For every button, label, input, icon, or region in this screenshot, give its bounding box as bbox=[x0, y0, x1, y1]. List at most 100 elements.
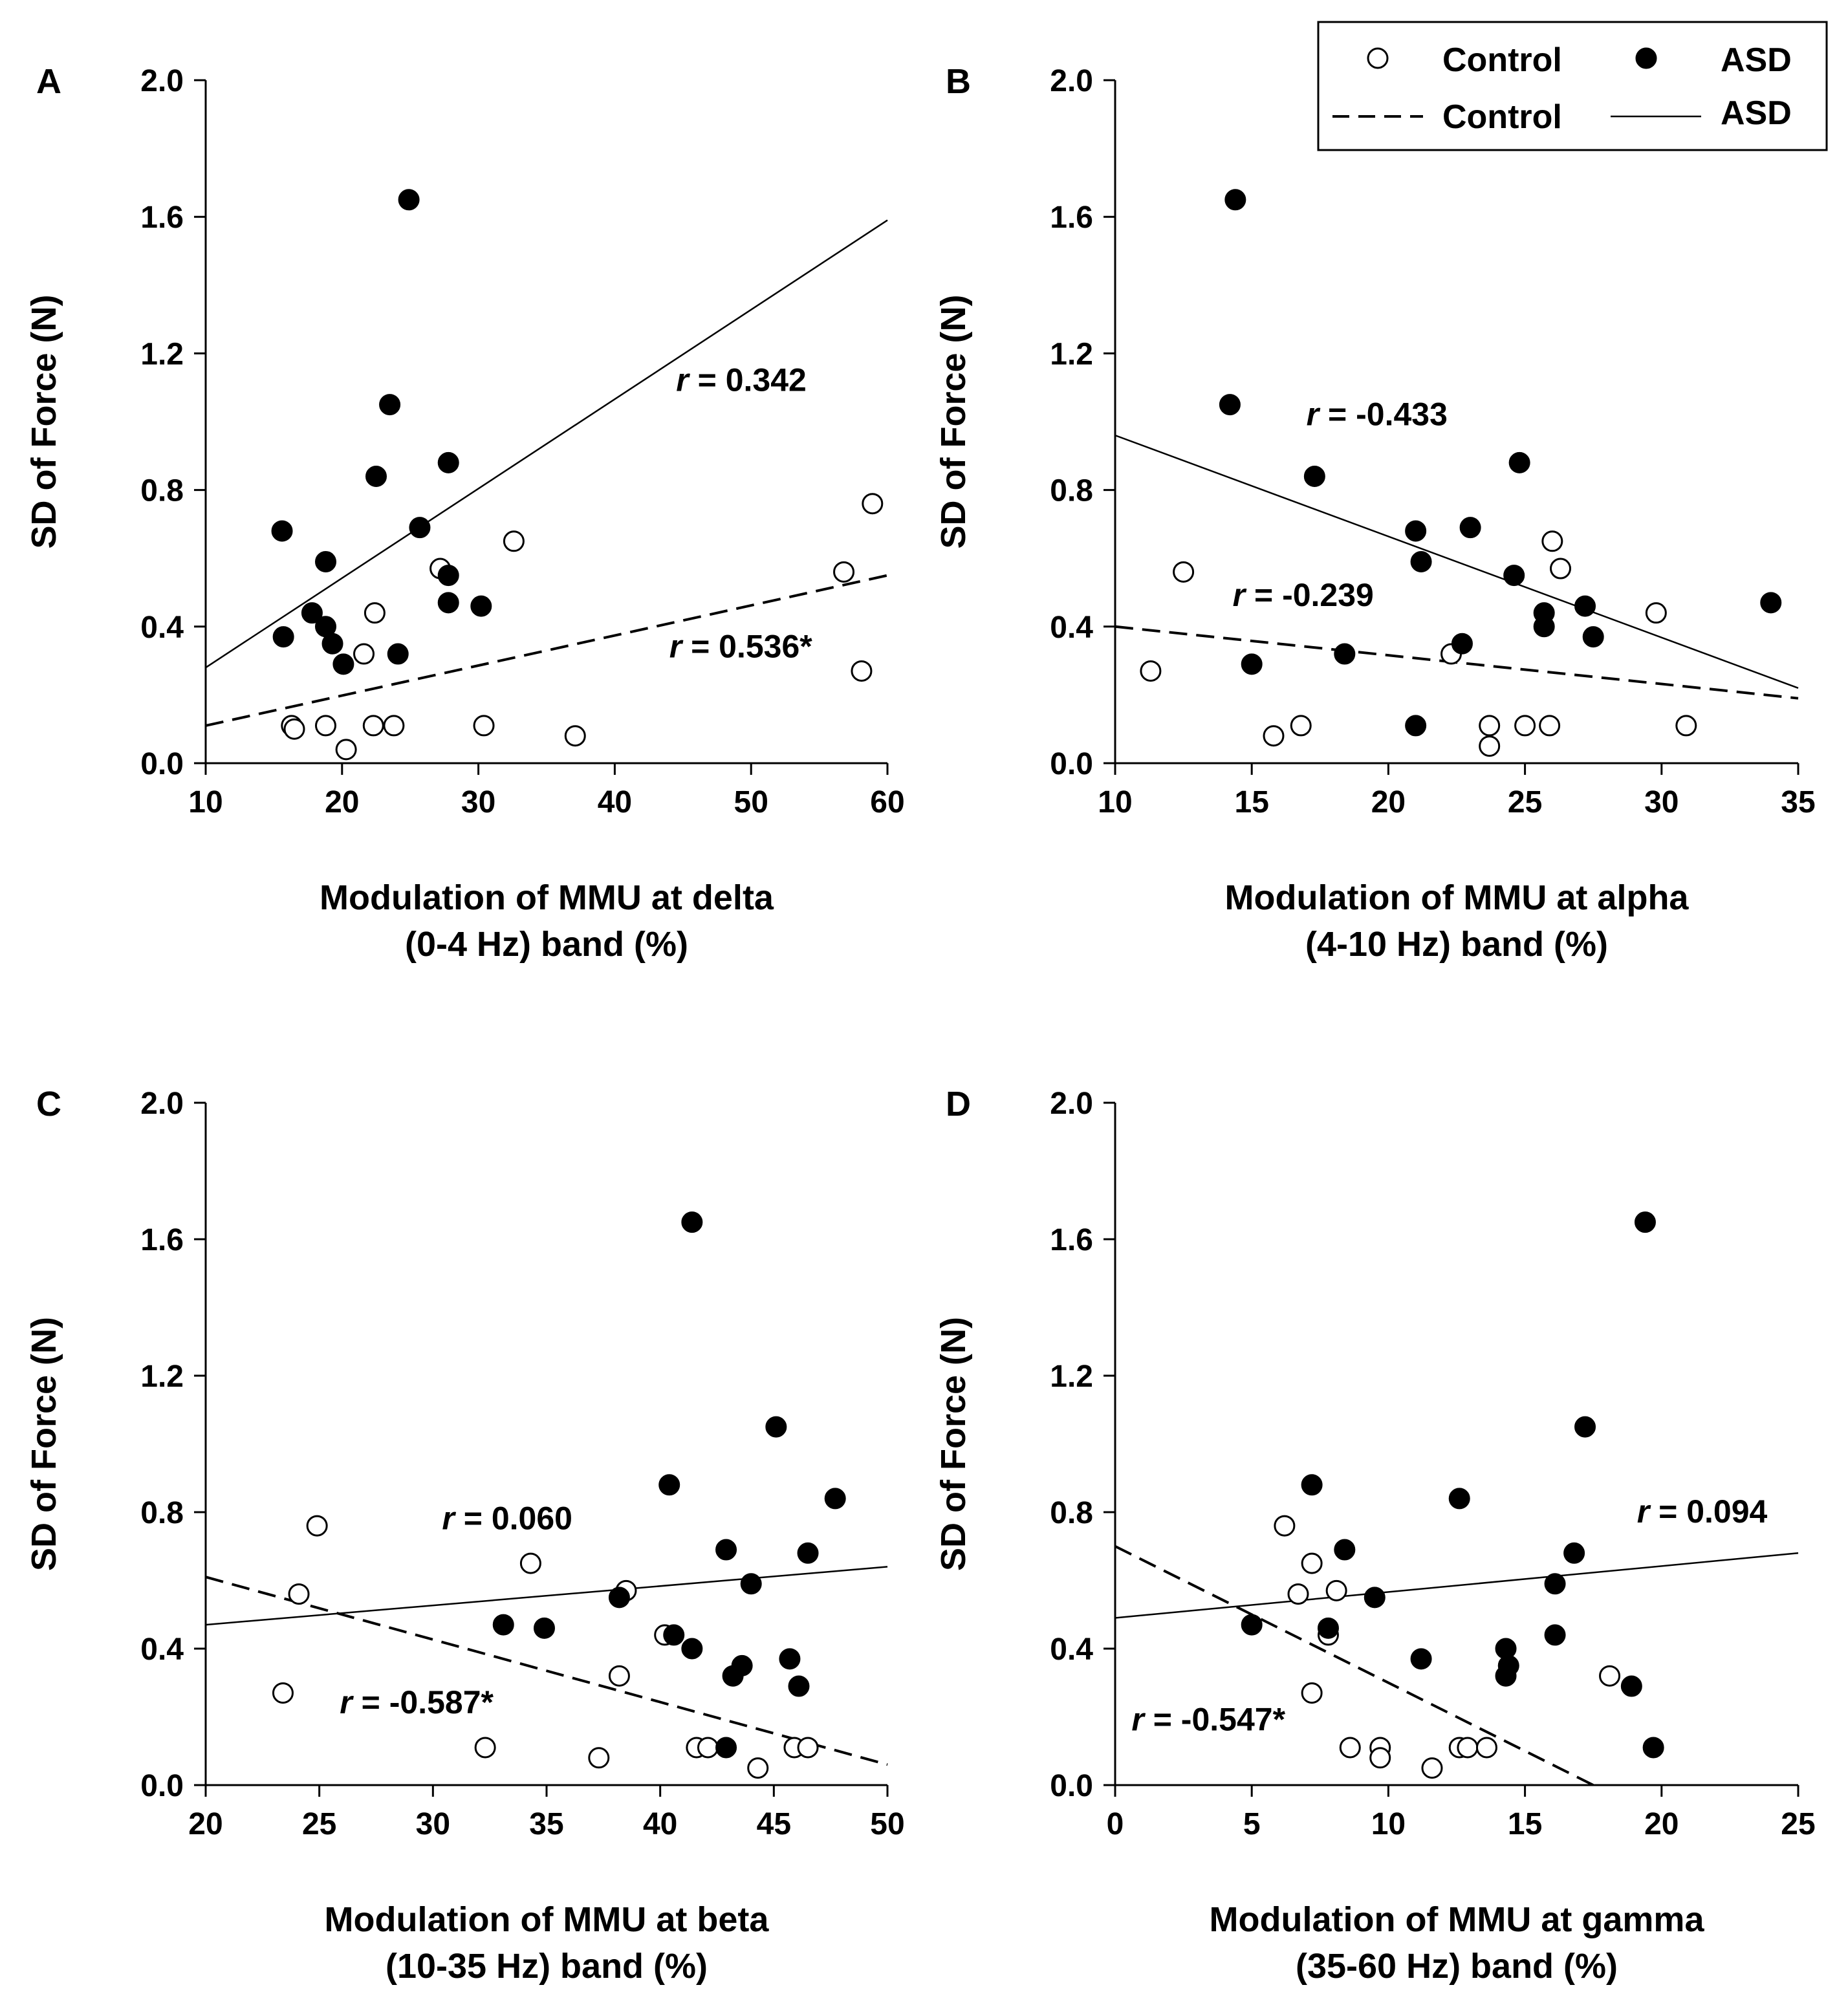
asd-fit-line bbox=[1114, 434, 1799, 689]
control-point bbox=[797, 1737, 819, 1759]
legend-asd-line-label: ASD bbox=[1721, 94, 1792, 132]
asd-point bbox=[1563, 1542, 1585, 1564]
y-tick-label: 1.6 bbox=[1050, 201, 1093, 235]
asd-point bbox=[1241, 1614, 1263, 1636]
y-tick-label: 0.0 bbox=[1050, 1769, 1093, 1803]
asd-point bbox=[765, 1416, 787, 1438]
legend-asd-points-label: ASD bbox=[1721, 41, 1792, 79]
asd-r-label: r = -0.433 bbox=[1307, 396, 1448, 432]
x-tick-label: 45 bbox=[757, 1807, 791, 1841]
control-point bbox=[697, 1737, 719, 1759]
asd-point bbox=[1301, 1474, 1323, 1496]
y-tick-label: 0.4 bbox=[1050, 1632, 1093, 1667]
control-point bbox=[1541, 530, 1563, 552]
y-tick-label: 0.8 bbox=[1050, 1496, 1093, 1530]
control-point bbox=[1301, 1682, 1323, 1704]
y-tick-label: 0.8 bbox=[140, 474, 184, 508]
asd-point bbox=[1634, 1211, 1656, 1233]
y-axis-title: SD of Force (N) bbox=[25, 1317, 63, 1571]
asd-point bbox=[437, 565, 459, 587]
x-axis-title-line1: Modulation of MMU at beta bbox=[325, 1900, 770, 1939]
panel-letter: C bbox=[36, 1085, 61, 1123]
control-point bbox=[1287, 1583, 1309, 1605]
control-point bbox=[1325, 1579, 1347, 1601]
control-fit-line bbox=[205, 1576, 888, 1766]
asd-point bbox=[608, 1587, 630, 1609]
y-axis-title: SD of Force (N) bbox=[934, 1317, 973, 1571]
y-tick-label: 1.2 bbox=[140, 337, 184, 371]
control-point bbox=[1263, 725, 1285, 747]
control-point bbox=[519, 1552, 541, 1574]
legend-box bbox=[1317, 21, 1828, 151]
control-r-label: r = -0.587* bbox=[340, 1684, 494, 1720]
control-point bbox=[1290, 715, 1312, 737]
y-tick-label: 0.0 bbox=[140, 747, 184, 781]
x-axis-title-line2: (4-10 Hz) band (%) bbox=[1305, 925, 1608, 964]
control-point bbox=[503, 530, 525, 552]
asd-point bbox=[1533, 602, 1555, 624]
x-tick-label: 50 bbox=[734, 785, 768, 819]
panel-b: 10 15 20 25 30 35 0.0 0.4 0.8 1.2 1.6 2.0 Modulation… bbox=[934, 62, 1816, 964]
asd-point bbox=[1642, 1737, 1664, 1759]
asd-point bbox=[409, 517, 431, 539]
asd-point bbox=[1224, 189, 1246, 211]
asd-point bbox=[321, 633, 343, 655]
control-point bbox=[473, 715, 495, 737]
panel-letter: B bbox=[946, 62, 971, 101]
asd-point bbox=[470, 595, 492, 617]
asd-point bbox=[1241, 653, 1263, 675]
asd-fit-line bbox=[1114, 1552, 1799, 1619]
y-axis-title: SD of Force (N) bbox=[25, 294, 63, 548]
asd-point bbox=[398, 189, 420, 211]
y-tick-label: 0.8 bbox=[1050, 474, 1093, 508]
x-axis-title-line2: (0-4 Hz) band (%) bbox=[405, 925, 688, 964]
control-point bbox=[1339, 1737, 1361, 1759]
legend-control-marker bbox=[1367, 47, 1389, 69]
x-tick-label: 35 bbox=[529, 1807, 563, 1841]
asd-point bbox=[1219, 394, 1241, 416]
asd-point bbox=[492, 1614, 514, 1636]
asd-point bbox=[681, 1638, 703, 1660]
control-point bbox=[1457, 1737, 1479, 1759]
asd-point bbox=[740, 1573, 762, 1595]
asd-point bbox=[271, 520, 293, 542]
control-point bbox=[283, 718, 305, 740]
asd-point bbox=[387, 643, 409, 665]
panel-d: 0 5 10 15 20 25 0.0 0.4 0.8 1.2 1.6 2.0 Modulation o… bbox=[934, 1085, 1816, 1986]
control-fit-line bbox=[205, 574, 888, 727]
asd-point bbox=[1451, 633, 1473, 655]
x-axis-title-line2: (10-35 Hz) band (%) bbox=[386, 1947, 708, 1986]
asd-point bbox=[272, 626, 294, 648]
y-tick-label: 1.2 bbox=[1050, 337, 1093, 371]
x-tick-label: 40 bbox=[643, 1807, 677, 1841]
asd-point bbox=[1303, 465, 1325, 487]
y-tick-label: 1.2 bbox=[140, 1360, 184, 1394]
asd-point bbox=[365, 465, 387, 487]
asd-point bbox=[1364, 1587, 1386, 1609]
y-axis-title: SD of Force (N) bbox=[934, 294, 973, 548]
asd-point bbox=[1760, 592, 1782, 614]
x-tick-label: 15 bbox=[1508, 1807, 1542, 1841]
asd-r-label: r = 0.094 bbox=[1637, 1493, 1768, 1530]
asd-point bbox=[301, 602, 323, 624]
asd-point bbox=[1544, 1573, 1566, 1595]
x-tick-label: 20 bbox=[325, 785, 359, 819]
asd-point bbox=[715, 1737, 737, 1759]
control-point bbox=[1369, 1747, 1391, 1769]
x-tick-label: 25 bbox=[302, 1807, 336, 1841]
control-point bbox=[1479, 735, 1501, 757]
asd-fit-line bbox=[205, 219, 888, 669]
legend-control-points-label: Control bbox=[1442, 41, 1562, 79]
x-tick-label: 50 bbox=[870, 1807, 904, 1841]
x-tick-label: 30 bbox=[461, 785, 495, 819]
control-r-label: r = -0.547* bbox=[1131, 1702, 1285, 1738]
control-fit-line bbox=[1114, 1545, 1594, 1786]
control-point bbox=[1514, 715, 1536, 737]
asd-point bbox=[1582, 626, 1604, 648]
x-tick-label: 30 bbox=[416, 1807, 450, 1841]
control-point bbox=[608, 1665, 630, 1687]
asd-point bbox=[1334, 1539, 1356, 1561]
control-point bbox=[288, 1583, 310, 1605]
y-tick-label: 0.0 bbox=[1050, 747, 1093, 781]
control-point bbox=[1301, 1552, 1323, 1574]
